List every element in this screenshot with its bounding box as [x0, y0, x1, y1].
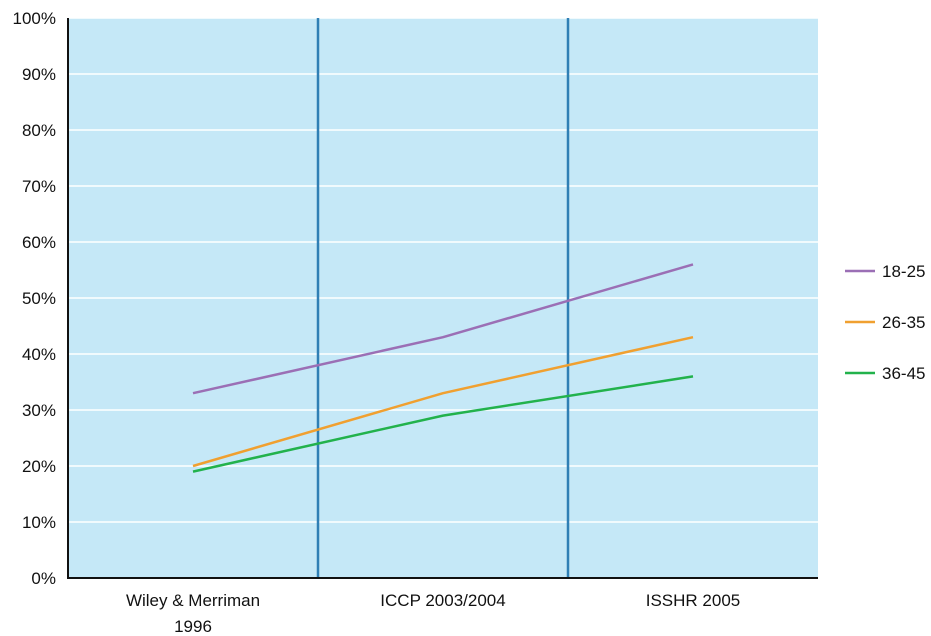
series-lines	[192, 263, 694, 473]
legend-label: 18-25	[882, 262, 925, 281]
x-axis-tick-labels: Wiley & Merriman 1996 ICCP 2003/2004 ISSHR …	[126, 591, 740, 636]
gridlines	[68, 17, 818, 523]
x-tick-label: ISSHR 2005	[646, 591, 741, 610]
series-line-18-25	[192, 263, 694, 395]
x-tick-label: ICCP 2003/2004	[380, 591, 505, 610]
y-tick-label: 20%	[22, 457, 56, 476]
y-tick-label: 60%	[22, 233, 56, 252]
y-tick-label: 0%	[31, 569, 56, 588]
y-tick-label: 100%	[13, 9, 56, 28]
y-tick-label: 80%	[22, 121, 56, 140]
category-separators	[316, 18, 570, 578]
y-tick-label: 90%	[22, 65, 56, 84]
y-axis-tick-labels: 0% 10% 20% 30% 40% 50% 60% 70% 80% 90% 100%	[13, 9, 56, 588]
series-line-36-45	[192, 375, 694, 473]
y-tick-label: 70%	[22, 177, 56, 196]
y-tick-label: 10%	[22, 513, 56, 532]
legend-label: 26-35	[882, 313, 925, 332]
legend: 18-25 26-35 36-45	[845, 262, 925, 383]
y-tick-label: 50%	[22, 289, 56, 308]
y-tick-label: 30%	[22, 401, 56, 420]
legend-label: 36-45	[882, 364, 925, 383]
axes	[67, 18, 818, 579]
x-tick-label: Wiley & Merriman 1996	[126, 591, 260, 636]
series-line-26-35	[192, 335, 694, 468]
y-tick-label: 40%	[22, 345, 56, 364]
